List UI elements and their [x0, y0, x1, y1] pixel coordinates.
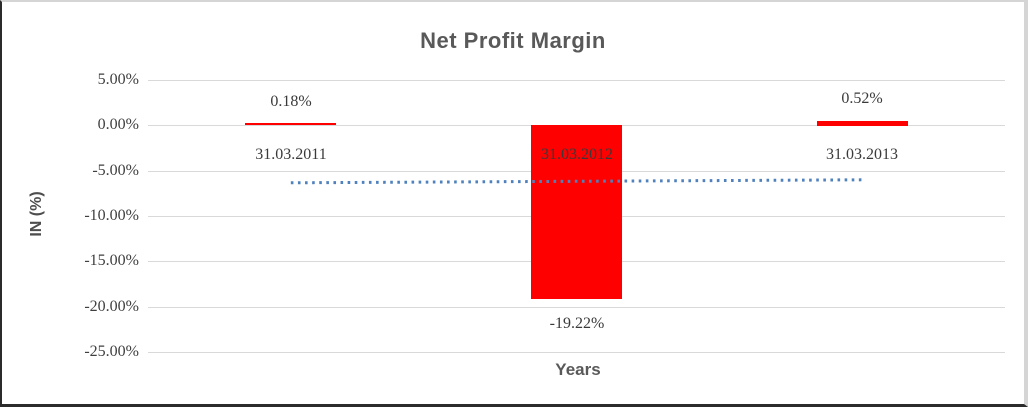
y-tick-label: -15.00% [84, 252, 139, 269]
gridline [148, 80, 1005, 81]
gridline [148, 307, 1005, 308]
category-label: 31.03.2013 [826, 146, 898, 163]
y-tick-label: -20.00% [84, 298, 139, 315]
bar-value-label: 0.18% [270, 93, 312, 110]
bar-value-label: 0.52% [841, 90, 883, 107]
bar-31.03.2013 [817, 121, 908, 126]
bar-value-label: -19.22% [549, 315, 605, 332]
category-label: 31.03.2012 [541, 146, 613, 163]
x-axis-title: Years [555, 360, 601, 379]
y-tick-label: 0.00% [97, 116, 139, 133]
category-label: 31.03.2011 [255, 146, 327, 163]
y-tick-label: 5.00% [97, 71, 139, 88]
bar-31.03.2011 [245, 123, 336, 125]
y-tick-label: -5.00% [92, 162, 139, 179]
chart-title: Net Profit Margin [420, 28, 606, 53]
y-tick-label: -25.00% [84, 343, 139, 360]
bar-31.03.2012 [531, 125, 622, 299]
gridline [148, 352, 1005, 353]
y-tick-label: -10.00% [84, 207, 139, 224]
